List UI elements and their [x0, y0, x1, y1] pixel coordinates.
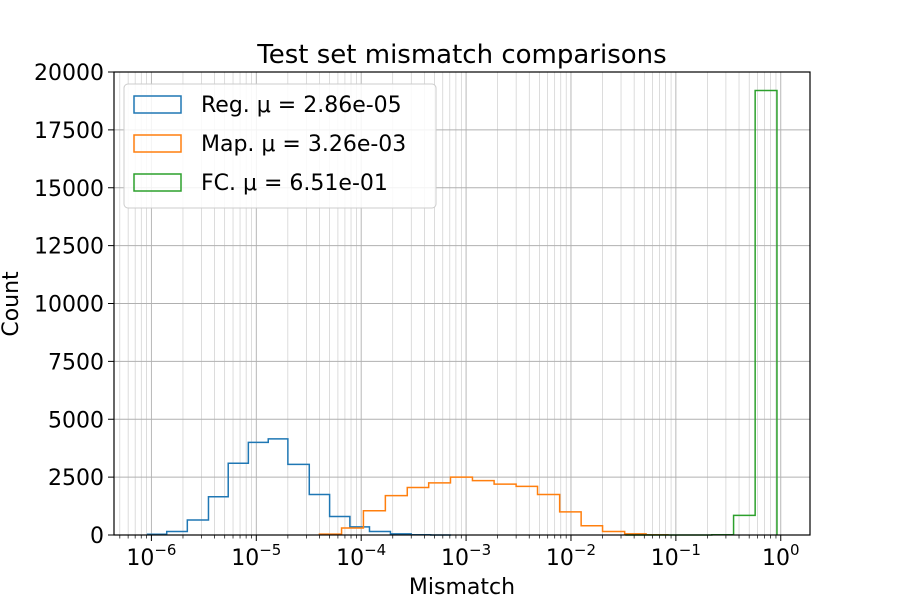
legend-label: Reg. μ = 2.86e-05 — [201, 93, 402, 118]
y-tick-label: 17500 — [34, 119, 104, 144]
x-tick-label: 10−4 — [336, 541, 386, 571]
legend-box — [123, 83, 437, 209]
x-tick-label: 10−6 — [126, 541, 176, 571]
legend-swatch — [133, 173, 182, 192]
y-tick-label: 0 — [90, 524, 104, 549]
x-tick-label: 100 — [762, 541, 800, 571]
histogram-series-1 — [318, 476, 669, 536]
legend-label: Map. μ = 3.26e-03 — [201, 132, 406, 157]
x-axis-label: Mismatch — [409, 575, 515, 600]
ticks: 0 2500 5000 7500 10000 12500 15000 17500 20000 10… — [34, 61, 800, 571]
y-tick-label: 5000 — [48, 408, 104, 433]
x-tick-label: 10−1 — [651, 541, 701, 571]
legend-swatch — [133, 134, 182, 153]
legend-label: FC. μ = 6.51e-01 — [201, 171, 388, 196]
y-tick-label: 7500 — [48, 350, 104, 375]
legend: Reg. μ = 2.86e-05 Map. μ = 3.26e-03 FC. μ … — [123, 83, 437, 209]
y-tick-label: 20000 — [34, 61, 104, 86]
legend-swatch — [133, 95, 182, 114]
y-tick-label: 15000 — [34, 177, 104, 202]
y-axis-label: Count — [0, 271, 24, 337]
y-tick-label: 10000 — [34, 293, 104, 318]
x-tick-label: 10−2 — [546, 541, 596, 571]
y-tick-label: 2500 — [48, 466, 104, 491]
y-tick-label: 12500 — [34, 235, 104, 260]
x-tick-label: 10−5 — [231, 541, 281, 571]
x-tick-label: 10−3 — [441, 541, 491, 571]
histogram-series-0 — [146, 438, 452, 536]
chart-title: Test set mismatch comparisons — [256, 40, 666, 70]
